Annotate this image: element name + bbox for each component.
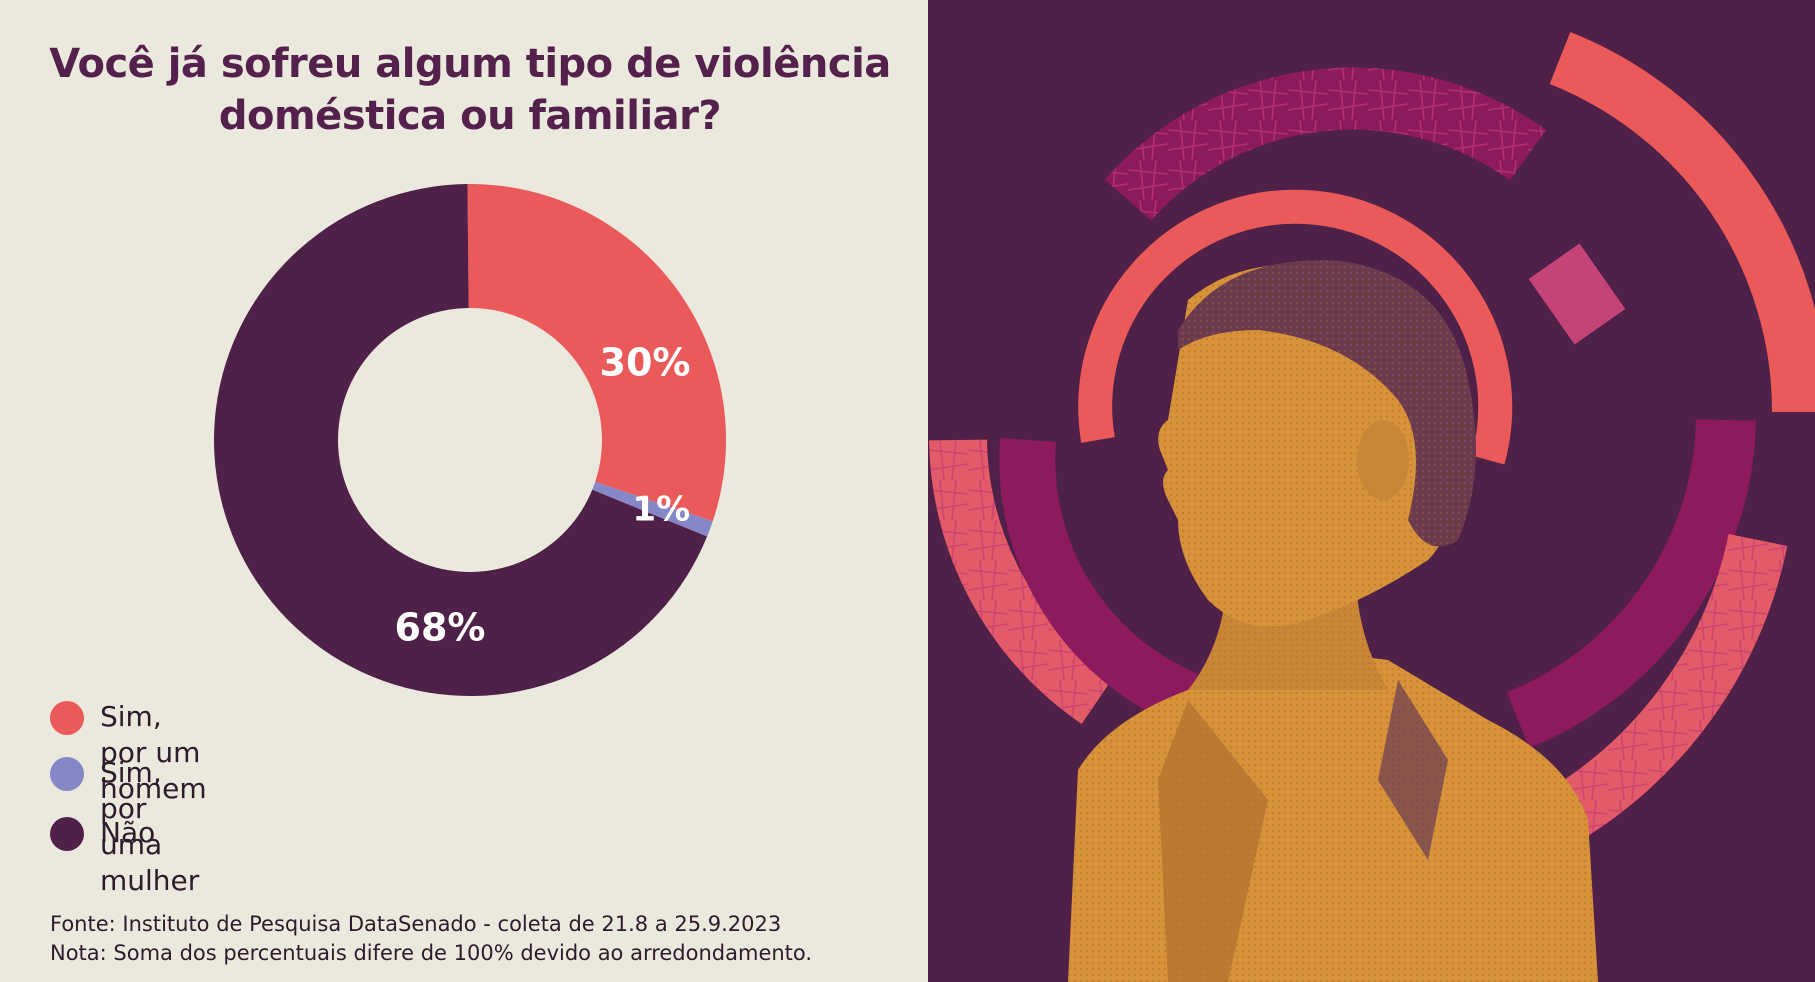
chart-title: Você já sofreu algum tipo de violência do… bbox=[49, 41, 891, 139]
donut-labels: 30% 1% 68% bbox=[395, 341, 691, 650]
woman-figure bbox=[1068, 260, 1598, 982]
arc-outer-coral bbox=[1549, 31, 1815, 413]
legend-label-sim-homem: Sim, por um homem bbox=[100, 700, 207, 805]
footnotes: Fonte: Instituto de Pesquisa DataSenado … bbox=[50, 910, 812, 968]
slice-sim-mulher bbox=[592, 481, 713, 537]
arc-halo-coral bbox=[1078, 189, 1513, 465]
arc-right-magenta bbox=[1506, 419, 1756, 748]
arc-left-magenta bbox=[999, 437, 1200, 726]
donut-chart: 30% 1% 68% bbox=[213, 184, 727, 696]
map-fragment bbox=[1528, 243, 1626, 345]
legend-label-sim-mulher: Sim, por uma mulher bbox=[100, 756, 200, 897]
source-note: Fonte: Instituto de Pesquisa DataSenado … bbox=[50, 912, 782, 936]
woman-portrait-icon bbox=[929, 31, 1815, 982]
value-label-sim-mulher: 1% bbox=[632, 489, 690, 529]
donut-slices bbox=[213, 184, 727, 696]
legend-swatch-sim-mulher bbox=[50, 757, 84, 791]
slice-nao bbox=[213, 184, 708, 696]
legend-label-nao: Não bbox=[100, 816, 156, 849]
illustration-panel bbox=[928, 0, 1815, 982]
value-label-nao: 68% bbox=[395, 606, 486, 650]
rounding-note: Nota: Soma dos percentuais difere de 100… bbox=[50, 941, 813, 965]
legend-swatch-nao bbox=[50, 817, 84, 851]
value-label-sim-homem: 30% bbox=[600, 341, 691, 385]
chart-panel: Você já sofreu algum tipo de violência do… bbox=[49, 41, 892, 968]
slice-sim-homem bbox=[467, 184, 727, 522]
legend-swatch-sim-homem bbox=[50, 701, 84, 735]
